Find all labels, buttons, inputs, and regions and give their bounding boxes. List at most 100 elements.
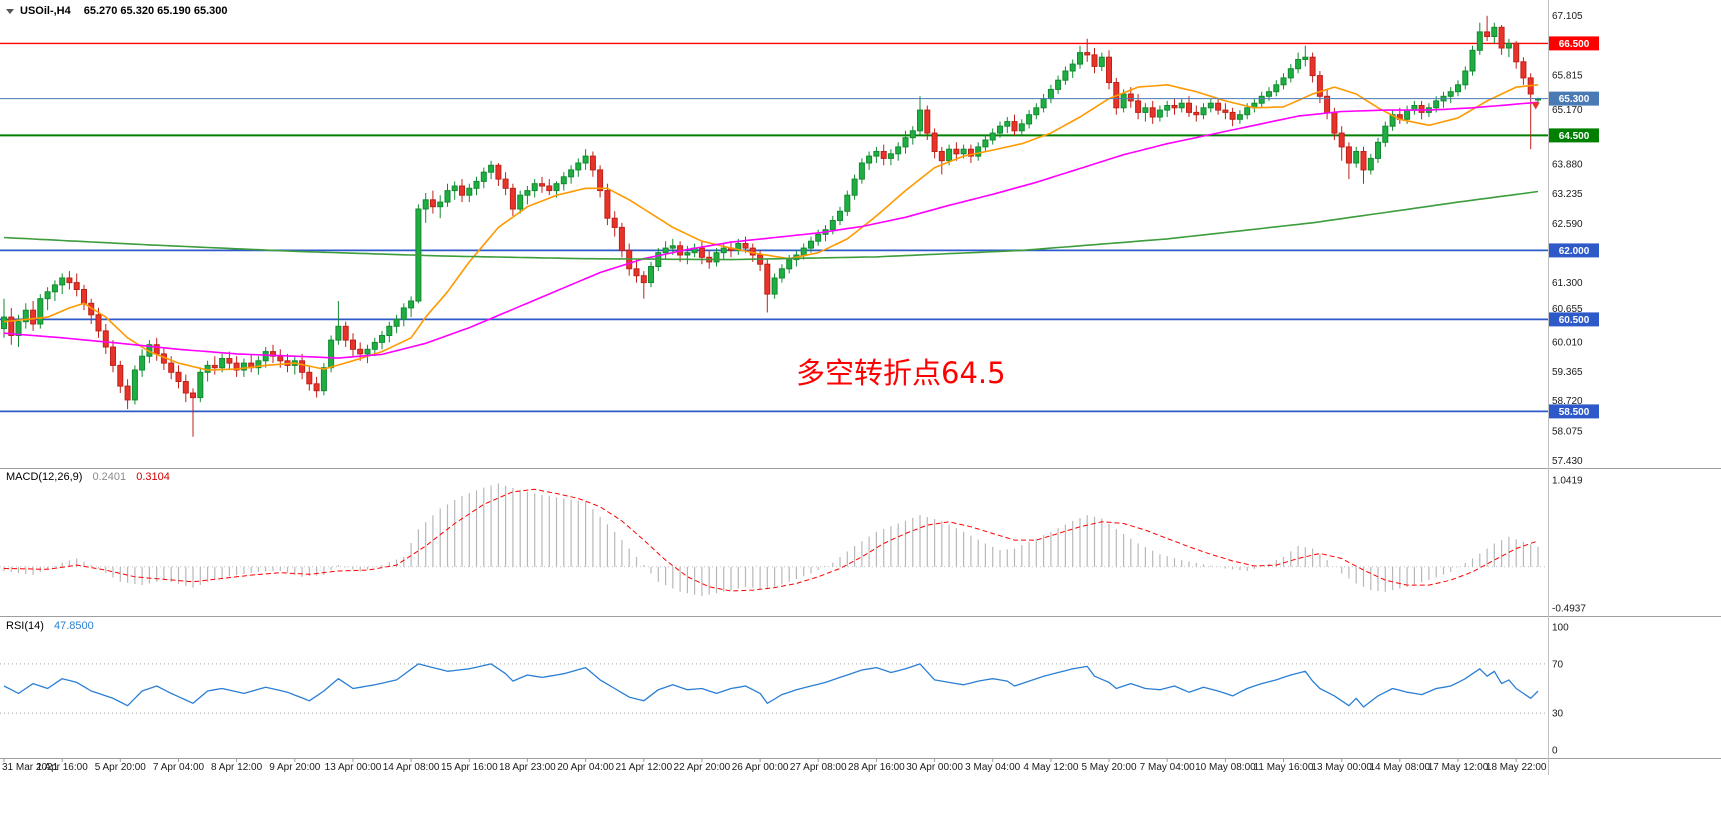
candle-body: [37, 298, 44, 325]
rsi-axis-label: 0: [1552, 746, 1558, 757]
candle-body: [698, 247, 705, 258]
candle-body: [386, 325, 393, 336]
candle-body: [44, 291, 51, 300]
candle-body: [924, 109, 931, 134]
candle-body: [662, 247, 669, 254]
candle-body: [931, 132, 938, 153]
candle-body: [226, 358, 233, 364]
rsi-axis-label: 100: [1552, 623, 1569, 634]
candle-body: [938, 151, 945, 162]
price-tick-label: 63.880: [1552, 159, 1583, 170]
price-tick-label: 60.655: [1552, 304, 1583, 315]
price-badge-58.500: [1549, 404, 1599, 419]
candle-body: [255, 360, 262, 369]
candle-body: [466, 187, 473, 196]
candle-body: [408, 300, 415, 309]
candle-body: [22, 309, 29, 323]
candle-body: [618, 226, 625, 251]
candle-body: [1375, 141, 1381, 159]
candle-body: [262, 351, 269, 362]
candle-body: [815, 233, 822, 242]
candle-body: [829, 220, 836, 231]
candle-body: [168, 362, 175, 373]
candle-body: [1120, 93, 1127, 109]
candle-body: [110, 346, 116, 366]
candle-body: [1338, 132, 1345, 148]
candle-body: [488, 164, 495, 173]
price-tick-label: 59.365: [1552, 367, 1583, 378]
candle-body: [1186, 102, 1192, 113]
macd-axis-min: -0.4937: [1552, 603, 1586, 614]
candle-body: [1, 316, 7, 330]
time-axis-label: 3 May 04:00: [965, 762, 1020, 773]
candle-body: [299, 360, 306, 373]
symbol-dropdown-icon[interactable]: [6, 8, 14, 14]
candle-body: [684, 252, 691, 256]
candle-body: [546, 185, 553, 192]
candle-body: [1236, 114, 1243, 120]
candle-body: [640, 275, 647, 284]
candle-body: [1476, 31, 1483, 51]
candle-body: [1164, 105, 1171, 111]
time-axis-label: 14 Apr 08:00: [383, 762, 440, 773]
price-tick-label: 60.010: [1552, 338, 1583, 349]
candle-body: [444, 190, 451, 203]
candle-body: [393, 318, 400, 327]
candle-body: [371, 341, 378, 350]
candle-body: [800, 247, 807, 256]
candle-body: [858, 162, 865, 180]
candle-body: [1295, 59, 1302, 70]
candle-body: [211, 364, 218, 369]
candle-body: [81, 289, 87, 304]
candle-body: [909, 130, 916, 139]
candle-body: [320, 367, 327, 392]
candle-body: [669, 245, 676, 249]
candle-body: [240, 362, 247, 371]
chart-title-bar: USOil-,H4 65.270 65.320 65.190 65.300: [6, 5, 227, 17]
candle-body: [1026, 114, 1033, 125]
candle-body: [59, 277, 66, 286]
candle-body: [553, 183, 560, 192]
rsi-axis-label: 70: [1552, 659, 1564, 670]
chart-annotation-text[interactable]: 多空转折点64.5: [796, 356, 1006, 390]
candle-body: [1069, 63, 1076, 72]
time-axis-label: 5 Apr 20:00: [95, 762, 147, 773]
candle-body: [1091, 54, 1098, 67]
candle-body: [117, 364, 124, 387]
candle-body: [808, 240, 814, 249]
candle-body: [1135, 100, 1142, 113]
candle-body: [1316, 75, 1323, 97]
candle-body: [517, 194, 524, 210]
candle-body: [953, 148, 960, 155]
price-badge-60.500: [1549, 312, 1599, 327]
time-axis-label: 10 May 08:00: [1195, 762, 1256, 773]
candle-body: [989, 132, 996, 141]
candle-body: [1004, 121, 1011, 127]
candle-body: [1018, 123, 1025, 132]
candle-body: [437, 201, 444, 208]
candle-body: [713, 252, 720, 263]
candle-body: [975, 146, 982, 157]
price-badge-label: 58.500: [1559, 407, 1590, 418]
macd-axis-max: 1.0419: [1552, 476, 1583, 487]
ma-slow-line: [3, 190, 1539, 261]
macd-header: MACD(12,26,9) 0.2401 0.3104: [6, 471, 170, 483]
ma-fast-line: [3, 84, 1539, 371]
candle-body: [473, 180, 480, 189]
candle-body: [611, 217, 618, 228]
candle-body: [531, 183, 538, 192]
price-marker-icon: [1531, 102, 1540, 110]
price-badge-label: 65.300: [1559, 94, 1590, 105]
candle-body: [1484, 31, 1491, 37]
rsi-label: RSI(14): [6, 620, 44, 632]
candle-body: [400, 307, 407, 320]
ma-mid-line: [3, 101, 1539, 359]
candle-body: [1505, 42, 1512, 49]
time-axis-label: 4 May 12:00: [1023, 762, 1078, 773]
candle-body: [771, 277, 778, 295]
price-badge-66.500: [1549, 36, 1599, 51]
time-axis-label: 27 Apr 08:00: [790, 762, 847, 773]
candle-body: [51, 284, 58, 293]
